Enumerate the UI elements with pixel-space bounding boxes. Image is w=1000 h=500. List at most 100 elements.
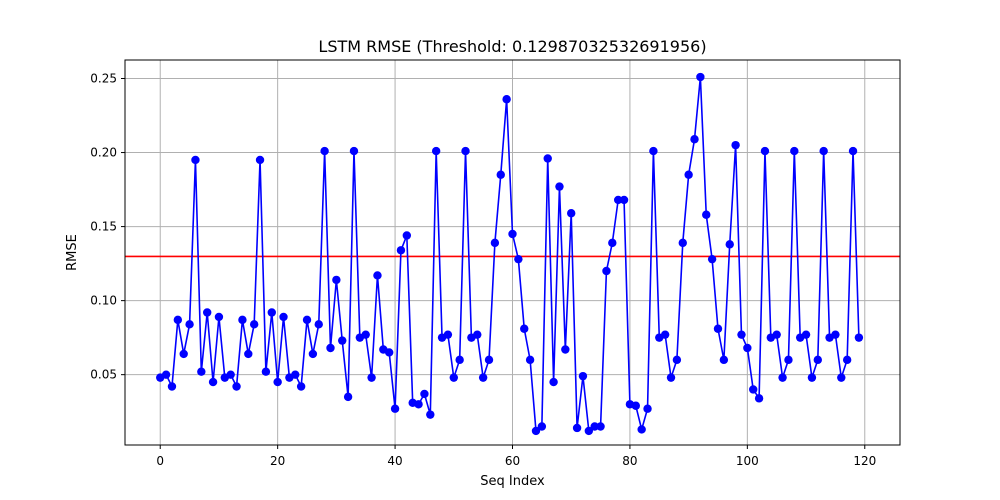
- data-point: [385, 348, 394, 357]
- x-tick-label: 60: [505, 454, 520, 468]
- data-point: [572, 423, 582, 433]
- data-point: [484, 355, 494, 365]
- data-point: [420, 389, 429, 399]
- data-point: [361, 330, 370, 339]
- data-point: [613, 195, 623, 205]
- grid-lines: [125, 60, 900, 445]
- data-point: [449, 373, 458, 382]
- x-axis-ticks: 0 20 40 60 80 100 120: [156, 445, 876, 468]
- data-point: [731, 140, 740, 150]
- data-point: [537, 422, 547, 431]
- x-tick-label: 0: [156, 454, 164, 468]
- x-tick-label: 40: [387, 454, 402, 468]
- data-point: [531, 426, 541, 436]
- x-tick-label: 100: [736, 454, 759, 468]
- data-point: [842, 355, 852, 365]
- data-point: [343, 392, 353, 402]
- data-point: [737, 330, 746, 339]
- data-point: [807, 373, 817, 382]
- data-point: [291, 370, 300, 379]
- data-point: [232, 382, 241, 391]
- data-point: [502, 95, 511, 104]
- data-point: [214, 312, 224, 322]
- data-point: [514, 254, 523, 264]
- data-point: [743, 343, 752, 353]
- data-point: [525, 355, 535, 365]
- x-tick-label: 20: [270, 454, 285, 468]
- data-point: [801, 330, 811, 339]
- data-point: [496, 170, 505, 179]
- data-point: [778, 373, 787, 382]
- data-point: [719, 355, 729, 365]
- y-tick-label: 0.05: [90, 368, 117, 382]
- data-point: [320, 146, 329, 156]
- data-point: [837, 373, 846, 382]
- data-point: [555, 182, 564, 191]
- data-point: [414, 400, 423, 409]
- data-point: [772, 330, 781, 339]
- data-point: [249, 320, 259, 329]
- data-point: [308, 349, 318, 359]
- data-point: [349, 146, 359, 156]
- data-point: [790, 146, 799, 156]
- data-point: [784, 355, 793, 365]
- data-point: [831, 330, 840, 339]
- data-point: [431, 146, 441, 156]
- data-point: [338, 336, 347, 345]
- data-point: [208, 377, 218, 387]
- data-point: [473, 330, 482, 339]
- data-point: [760, 146, 770, 156]
- data-point: [426, 410, 435, 419]
- data-point: [660, 330, 670, 339]
- data-point: [326, 343, 335, 353]
- data-point: [267, 308, 276, 317]
- data-point: [608, 238, 617, 248]
- data-point: [226, 370, 235, 379]
- data-point: [296, 382, 306, 391]
- data-point: [631, 401, 640, 410]
- data-point: [690, 135, 699, 144]
- data-point: [520, 324, 529, 333]
- data-point: [749, 385, 758, 394]
- data-point: [678, 238, 687, 248]
- data-point: [367, 373, 376, 382]
- data-point: [508, 229, 517, 239]
- data-point: [672, 355, 682, 365]
- data-point: [619, 195, 629, 205]
- data-point: [332, 275, 341, 285]
- data-point: [578, 371, 588, 381]
- y-tick-label: 0.25: [90, 72, 117, 86]
- y-tick-label: 0.15: [90, 220, 117, 234]
- data-point: [167, 382, 177, 391]
- data-point: [478, 373, 488, 382]
- data-point: [443, 330, 453, 339]
- data-point: [244, 349, 253, 359]
- data-point: [713, 324, 723, 333]
- data-point: [549, 377, 558, 387]
- data-point: [402, 231, 412, 240]
- data-point: [649, 146, 658, 156]
- data-point: [273, 377, 282, 387]
- data-point: [696, 72, 705, 82]
- x-tick-label: 80: [622, 454, 637, 468]
- y-axis-label: RMSE: [65, 234, 80, 271]
- data-point: [684, 170, 693, 179]
- data-point: [461, 146, 470, 156]
- data-point: [602, 266, 611, 276]
- data-point: [725, 240, 734, 249]
- data-point: [702, 210, 711, 219]
- data-point: [596, 422, 605, 431]
- data-point: [813, 355, 822, 365]
- data-point: [396, 246, 406, 255]
- data-point: [543, 154, 552, 163]
- data-point: [490, 238, 500, 248]
- y-tick-label: 0.10: [90, 294, 117, 308]
- data-point: [261, 367, 271, 376]
- data-point: [584, 426, 594, 436]
- data-point: [255, 155, 265, 165]
- data-point: [191, 155, 200, 165]
- data-point: [279, 312, 288, 322]
- data-point: [643, 404, 652, 413]
- data-point: [390, 404, 400, 413]
- data-point: [197, 367, 206, 376]
